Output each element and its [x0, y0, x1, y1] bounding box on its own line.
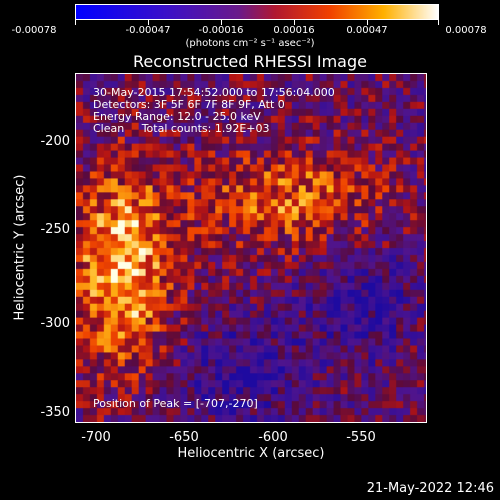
footer-date: 21-May-2022 12:46: [366, 481, 494, 496]
x-tick-label: -600: [258, 430, 288, 445]
colorbar-tick-label: 0.00016: [273, 25, 315, 36]
info-time: 30-May-2015 17:54:52.000 to 17:56:04.000: [93, 86, 335, 99]
info-detectors: Detectors: 3F 5F 6F 7F 8F 9F, Att 0: [93, 98, 285, 111]
y-tick-label: -350: [40, 405, 70, 420]
x-tick-label: -700: [81, 430, 111, 445]
info-energy: Energy Range: 12.0 - 25.0 keV: [93, 110, 261, 123]
colorbar-units: (photons cm⁻² s⁻¹ asec⁻²): [185, 38, 315, 49]
colorbar-tick-label: -0.00047: [125, 25, 171, 36]
rhessi-image: [75, 73, 427, 423]
colorbar-tick-label: 0.00047: [346, 25, 388, 36]
image-canvas: [76, 74, 426, 422]
colorbar-tick-label: -0.00016: [198, 25, 244, 36]
x-tick-label: -550: [346, 430, 376, 445]
y-tick-label: -300: [40, 316, 70, 331]
info-clean: Clean Total counts: 1.92E+03: [93, 122, 270, 135]
y-tick-label: -200: [40, 134, 70, 149]
colorbar: [75, 4, 439, 20]
y-axis-label: Heliocentric Y (arcsec): [12, 174, 28, 321]
colorbar-tick-label: -0.00078: [11, 25, 57, 36]
x-tick-label: -650: [169, 430, 199, 445]
plot-title: Reconstructed RHESSI Image: [133, 52, 367, 71]
y-tick-label: -250: [40, 222, 70, 237]
colorbar-tick-label: 0.00078: [445, 25, 487, 36]
info-peak: Position of Peak = [-707,-270]: [93, 397, 258, 410]
x-axis-label: Heliocentric X (arcsec): [177, 446, 325, 461]
